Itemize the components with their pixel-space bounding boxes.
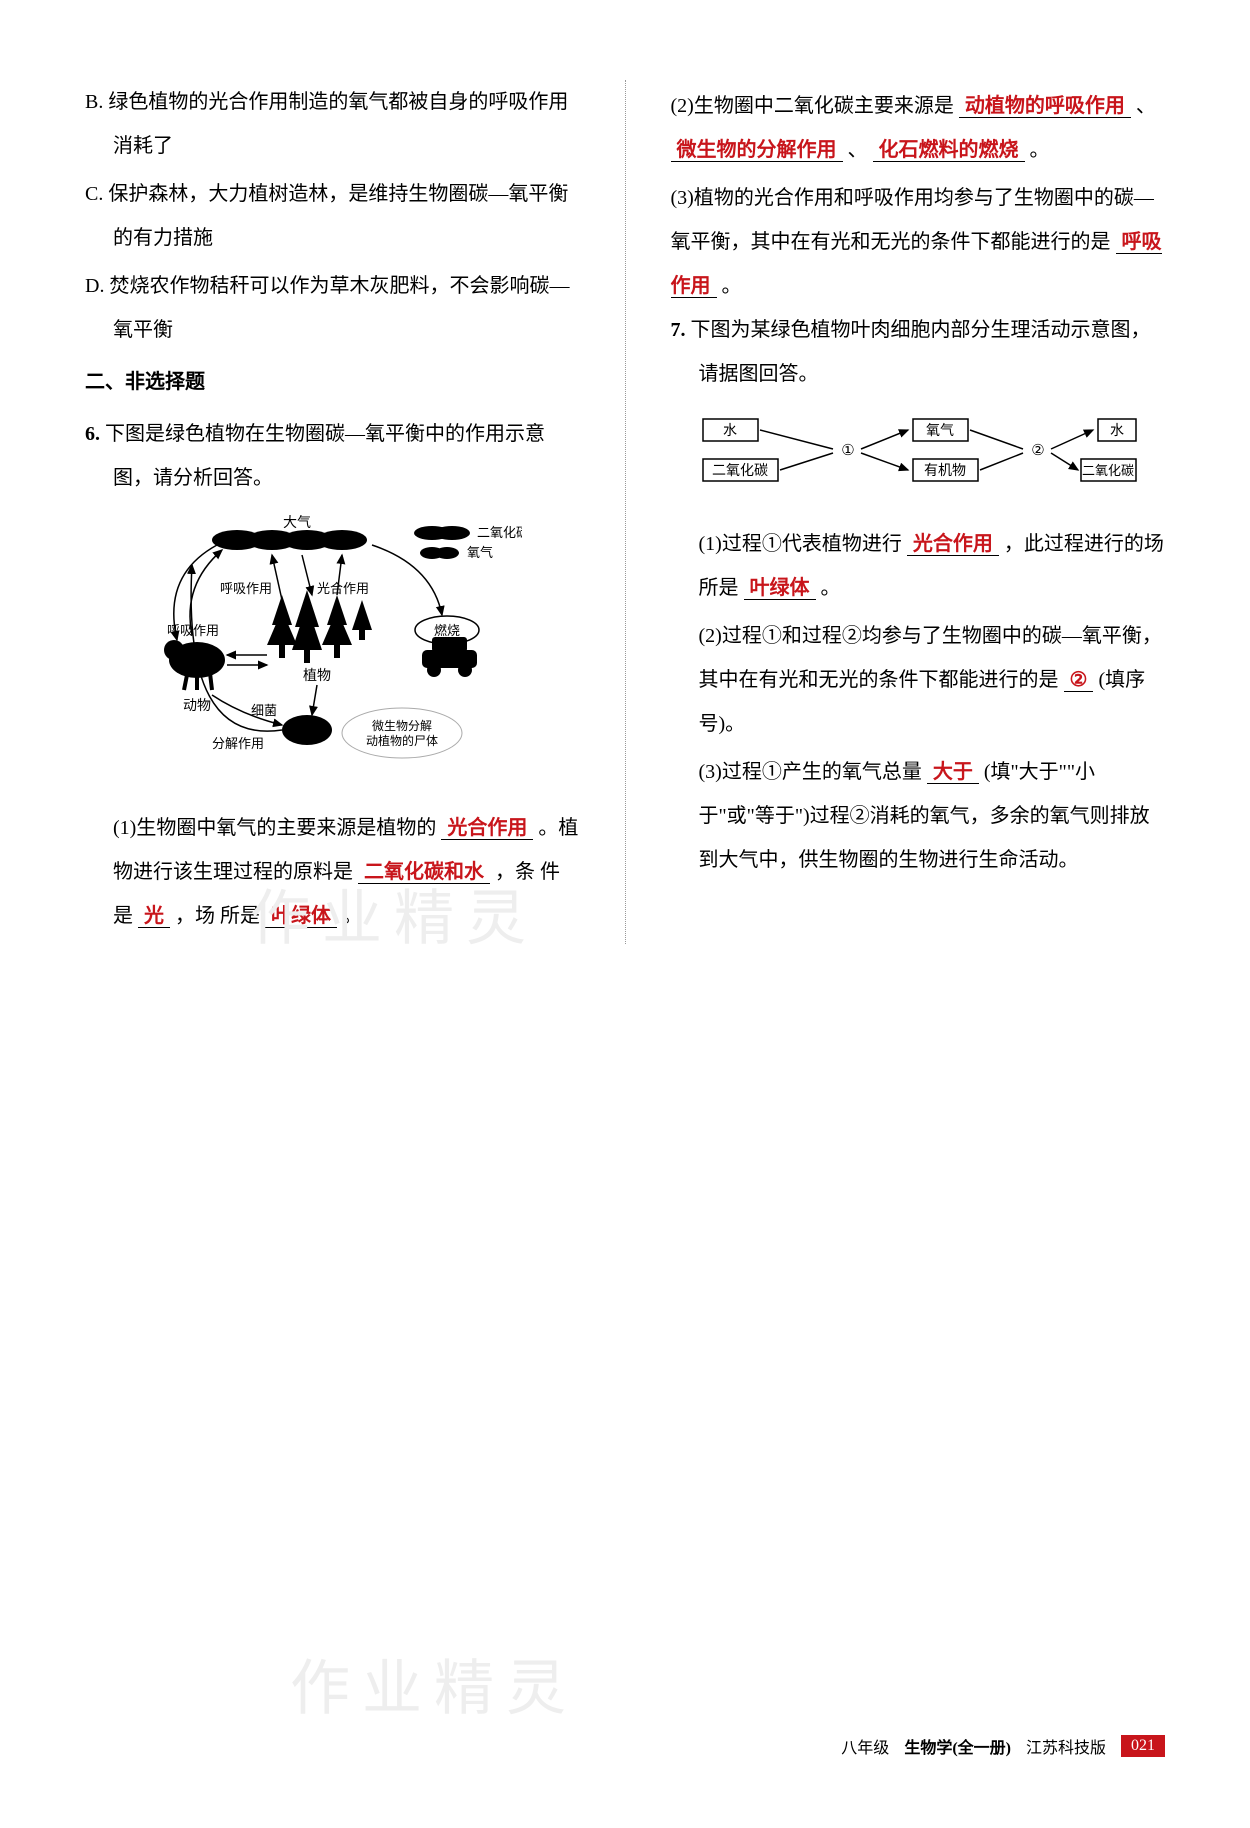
q6-2-ans1: 动植物的呼吸作用: [959, 95, 1131, 118]
q6-sub3: (3)植物的光合作用和呼吸作用均参与了生物圈中的碳—氧平衡，其中在有光和无光的条…: [671, 176, 1166, 308]
combustion-label: 燃烧: [434, 623, 460, 638]
footer-grade: 八年级: [841, 1734, 889, 1758]
q6-2-ans3: 化石燃料的燃烧: [873, 139, 1025, 162]
oxygen-label: 氧气: [926, 423, 954, 439]
q7-sub2: (2)过程①和过程②均参与了生物圈中的碳—氧平衡，其中在有光和无光的条件下都能进…: [671, 614, 1166, 746]
co2-label-out: 二氧化碳: [1082, 463, 1134, 478]
figure-1: 大气 二氧化碳 氧气: [85, 515, 580, 791]
water-label-out: 水: [1110, 423, 1124, 439]
respiration-label: 呼吸作用: [220, 581, 272, 596]
right-column: (2)生物圈中二氧化碳主要来源是 动植物的呼吸作用 、 微生物的分解作用 、 化…: [671, 80, 1166, 944]
q7-body: 下图为某绿色植物叶肉细胞内部分生理活动示意图，请据图回答。: [691, 319, 1151, 385]
cell-process-diagram: 水 二氧化碳 ① 氧气 有机物 ②: [698, 411, 1138, 491]
q7-1-end: 。: [821, 577, 841, 599]
q7-3-prefix: (3)过程①产生的氧气总量: [699, 761, 922, 783]
q6-1-ans1: 光合作用: [441, 817, 533, 840]
option-c: C. 保护森林，大力植树造林，是维持生物圈碳—氧平衡的有力措施: [85, 172, 580, 260]
q6-sub2: (2)生物圈中二氧化碳主要来源是 动植物的呼吸作用 、 微生物的分解作用 、 化…: [671, 84, 1166, 172]
page-content: B. 绿色植物的光合作用制造的氧气都被自身的呼吸作用消耗了 C. 保护森林，大力…: [85, 80, 1165, 944]
q7-1-ans2: 叶绿体: [744, 577, 816, 600]
bacteria-label: 细菌: [251, 703, 277, 718]
q6-2-sep2: 、: [848, 139, 868, 161]
q6-sub1: (1)生物圈中氧气的主要来源是植物的 光合作用 。植物进行该生理过程的原料是 二…: [85, 806, 580, 938]
microbe-label1: 微生物分解: [372, 719, 432, 733]
question-7: 7. 下图为某绿色植物叶肉细胞内部分生理活动示意图，请据图回答。 水 二氧化碳: [671, 308, 1166, 882]
q6-2-sep1: 、: [1136, 95, 1156, 117]
q6-2-end: 。: [1030, 139, 1050, 161]
section-heading: 二、非选择题: [85, 360, 580, 404]
q6-1-end: 。: [342, 905, 362, 927]
trees-icon: [267, 590, 372, 663]
q6-body: 下图是绿色植物在生物圈碳—氧平衡中的作用示意图，请分析回答。: [105, 423, 545, 489]
q6-3-end: 。: [722, 275, 742, 297]
organic-label: 有机物: [924, 463, 966, 479]
figure-2: 水 二氧化碳 ① 氧气 有机物 ②: [671, 411, 1166, 507]
q6-1-ans4: 叶绿体: [265, 905, 337, 928]
footer-subject: 生物学(全一册): [904, 1734, 1011, 1758]
question-6: 6. 下图是绿色植物在生物圈碳—氧平衡中的作用示意图，请分析回答。 大气 二氧化…: [85, 412, 580, 938]
car-icon: [422, 637, 477, 677]
microbe-label2: 动植物的尸体: [366, 733, 438, 748]
decompose-label: 分解作用: [212, 736, 264, 751]
q6-text: 6. 下图是绿色植物在生物圈碳—氧平衡中的作用示意图，请分析回答。: [85, 412, 580, 500]
water-label-in: 水: [723, 423, 737, 439]
o2-label: 氧气: [467, 545, 493, 560]
animals-label: 动物: [183, 698, 211, 714]
left-column: B. 绿色植物的光合作用制造的氧气都被自身的呼吸作用消耗了 C. 保护森林，大力…: [85, 80, 580, 944]
q6-number: 6.: [85, 423, 100, 445]
q6-2-ans2: 微生物的分解作用: [671, 139, 843, 162]
co2-label-in: 二氧化碳: [712, 463, 768, 479]
option-b: B. 绿色植物的光合作用制造的氧气都被自身的呼吸作用消耗了: [85, 80, 580, 168]
page-number: 021: [1121, 1735, 1165, 1757]
photosynthesis-label: 光合作用: [317, 581, 369, 596]
q7-sub1: (1)过程①代表植物进行 光合作用 ，此过程进行的场所是 叶绿体 。: [671, 522, 1166, 610]
option-d: D. 焚烧农作物秸秆可以作为草木灰肥料，不会影响碳—氧平衡: [85, 264, 580, 352]
atmosphere-label: 大气: [283, 515, 311, 531]
ecosystem-diagram: 大气 二氧化碳 氧气: [142, 515, 522, 775]
q7-2-prefix: (2)过程①和过程②均参与了生物圈中的碳—氧平衡，其中在有光和无光的条件下都能进…: [699, 625, 1162, 691]
circle1-label: ①: [841, 443, 854, 459]
q6-1-prefix: (1)生物圈中氧气的主要来源是植物的: [113, 817, 436, 839]
q6-2-prefix: (2)生物圈中二氧化碳主要来源是: [671, 95, 954, 117]
q7-1-prefix: (1)过程①代表植物进行: [699, 533, 902, 555]
q6-1-ans2: 二氧化碳和水: [358, 861, 490, 884]
q7-sub3: (3)过程①产生的氧气总量 大于 (填"大于""小于"或"等于")过程②消耗的氧…: [671, 750, 1166, 882]
plants-label: 植物: [303, 668, 331, 684]
column-divider: [625, 80, 626, 944]
watermark-2: 作业精灵: [290, 1640, 578, 1727]
circle2-label: ②: [1031, 443, 1044, 459]
footer-edition: 江苏科技版: [1026, 1734, 1106, 1758]
co2-label: 二氧化碳: [477, 525, 522, 540]
q7-3-ans1: 大于: [927, 761, 979, 784]
page-footer: 八年级 生物学(全一册) 江苏科技版 021: [841, 1734, 1165, 1758]
q6-3-prefix: (3)植物的光合作用和呼吸作用均参与了生物圈中的碳—氧平衡，其中在有光和无光的条…: [671, 187, 1154, 253]
q7-text: 7. 下图为某绿色植物叶肉细胞内部分生理活动示意图，请据图回答。: [671, 308, 1166, 396]
q7-number: 7.: [671, 319, 686, 341]
q6-1-mid3: ，场 所是: [175, 905, 260, 927]
q7-2-ans1: ②: [1064, 669, 1094, 692]
q7-1-ans1: 光合作用: [907, 533, 999, 556]
q6-1-ans3: 光: [138, 905, 170, 928]
